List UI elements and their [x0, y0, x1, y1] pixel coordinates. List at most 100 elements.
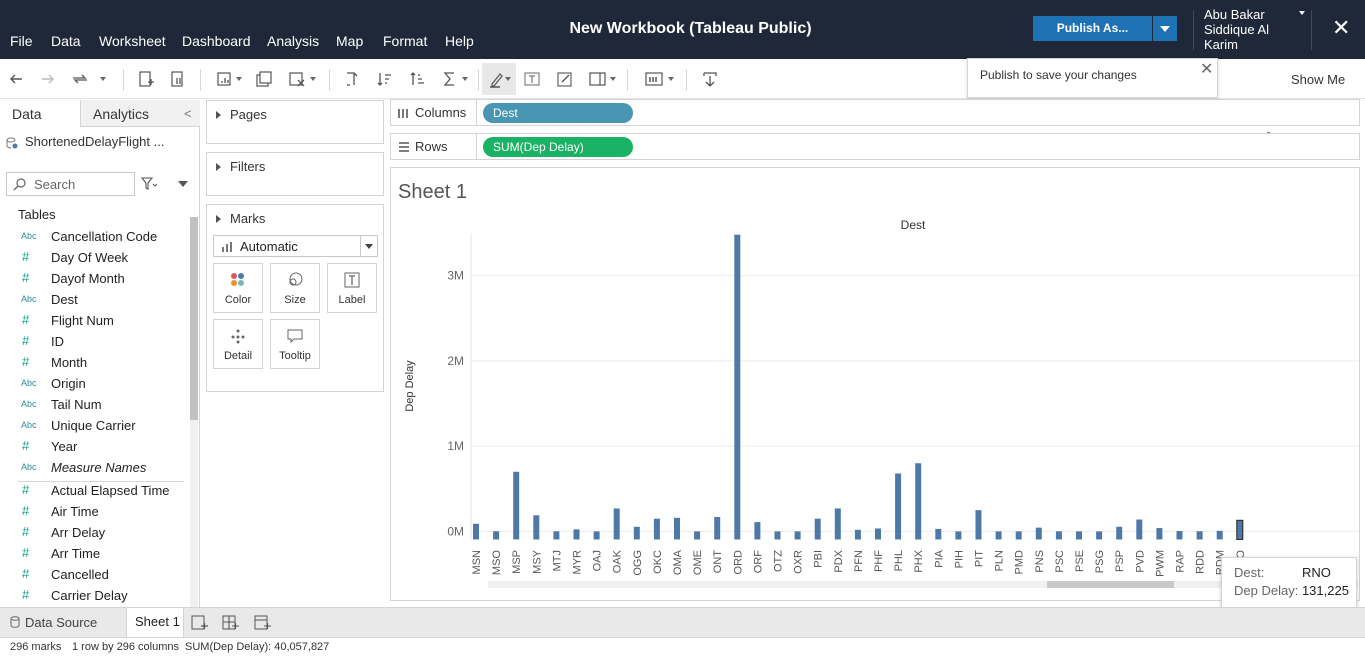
field-item[interactable]: # Arr Time [0, 545, 190, 565]
scrollbar-thumb[interactable] [190, 217, 198, 420]
field-item[interactable]: # Air Time [0, 503, 190, 523]
menu-map[interactable]: Map [336, 33, 364, 49]
field-item[interactable]: # Dayof Month [0, 270, 190, 290]
field-item[interactable]: # Cancelled [0, 566, 190, 586]
show-labels-icon[interactable] [522, 69, 542, 89]
bar [1015, 531, 1022, 540]
tab-analytics[interactable]: Analytics [80, 100, 200, 127]
menu-help[interactable]: Help [445, 33, 474, 49]
download-icon[interactable] [700, 69, 720, 89]
bar [1096, 531, 1103, 540]
field-item[interactable]: Abc Dest [0, 291, 190, 311]
label-button[interactable]: Label [327, 263, 377, 313]
chevron-down-icon[interactable] [310, 77, 316, 81]
new-worksheet-icon[interactable] [215, 69, 235, 89]
color-button[interactable]: Color [213, 263, 263, 313]
field-item[interactable]: # Flight Num [0, 312, 190, 332]
size-button[interactable]: Size [270, 263, 320, 313]
mark-type-select[interactable]: Automatic [213, 235, 378, 257]
menu-analysis[interactable]: Analysis [267, 33, 320, 49]
field-item[interactable]: # Month [0, 354, 190, 374]
menu-data[interactable]: Data [51, 33, 81, 49]
tab-sheet-1[interactable]: Sheet 1 [126, 608, 184, 637]
close-icon[interactable]: ✕ [1200, 61, 1214, 78]
close-icon[interactable]: ✕ [1332, 15, 1351, 40]
field-name: Actual Elapsed Time [51, 483, 170, 498]
chevron-down-icon[interactable] [668, 77, 674, 81]
dest-pill[interactable]: Dest [483, 103, 633, 123]
bar [1076, 531, 1082, 540]
highlight-icon[interactable] [487, 69, 507, 89]
show-me-button[interactable]: Show Me [1291, 72, 1346, 87]
undo-icon[interactable] [6, 69, 26, 89]
collapse-pane-icon[interactable]: < [184, 106, 192, 121]
sheet-title: Sheet 1 [398, 181, 467, 203]
columns-shelf[interactable]: Columns Dest [390, 99, 1360, 126]
tab-data-source[interactable]: Data Source [0, 608, 120, 637]
redo-icon[interactable] [38, 69, 58, 89]
field-item[interactable]: Abc Tail Num [0, 396, 190, 416]
chevron-right-icon[interactable] [216, 215, 221, 223]
swap-rows-columns-icon[interactable] [343, 69, 363, 89]
menu-dashboard[interactable]: Dashboard [182, 33, 251, 49]
chevron-down-icon[interactable] [100, 77, 106, 81]
x-tick-label: PBI [813, 550, 825, 568]
publish-dropdown-button[interactable] [1153, 16, 1177, 41]
new-datasource-icon[interactable] [136, 69, 156, 89]
field-item[interactable]: # Year [0, 438, 190, 458]
sum-dep-delay-pill[interactable]: SUM(Dep Delay) [483, 137, 633, 157]
chevron-down-icon[interactable] [1299, 11, 1305, 15]
bar [814, 518, 821, 540]
menu-file[interactable]: File [10, 33, 33, 49]
sort-ascending-icon[interactable] [375, 69, 395, 89]
field-item[interactable]: # Actual Elapsed Time [0, 482, 190, 502]
sheet-tabs-bar: Data Source Sheet 1 [0, 607, 1365, 637]
chevron-down-icon[interactable] [610, 77, 616, 81]
chevron-right-icon[interactable] [216, 111, 221, 119]
search-input[interactable]: Search [6, 172, 135, 196]
new-story-icon[interactable] [254, 614, 272, 632]
marks-card: Marks Automatic Color Size Label Detail [206, 204, 384, 392]
field-item[interactable]: # Day Of Week [0, 249, 190, 269]
field-item[interactable]: Abc Cancellation Code [0, 228, 190, 248]
field-item[interactable]: Abc Unique Carrier [0, 417, 190, 437]
menu-format[interactable]: Format [383, 33, 428, 49]
duplicate-sheet-icon[interactable] [254, 69, 274, 89]
tab-data[interactable]: Data [0, 100, 80, 127]
replay-icon[interactable] [70, 69, 90, 89]
clear-sheet-icon[interactable] [287, 69, 307, 89]
filter-icon[interactable] [140, 177, 158, 191]
field-item[interactable]: Abc Measure Names [0, 459, 190, 479]
menu-worksheet[interactable]: Worksheet [99, 33, 166, 49]
detail-button[interactable]: Detail [213, 319, 263, 369]
fit-icon[interactable] [588, 69, 608, 89]
pause-updates-icon[interactable] [168, 69, 188, 89]
chevron-down-icon[interactable] [236, 77, 242, 81]
chevron-down-icon[interactable] [360, 236, 378, 256]
worksheet-view: Sheet 1 Dest 0M 1M 2M 3M Dep Delay MSN MSO MSP MS… [390, 167, 1360, 601]
bar [975, 510, 982, 540]
bar [473, 523, 479, 540]
publish-as-button[interactable]: Publish As... [1033, 16, 1152, 41]
chevron-down-icon[interactable] [178, 181, 188, 187]
user-name[interactable]: Abu Bakar Siddique Al Karim [1204, 7, 1270, 52]
tooltip-button[interactable]: Tooltip [270, 319, 320, 369]
totals-icon[interactable] [440, 69, 460, 89]
rows-shelf[interactable]: Rows SUM(Dep Delay) [390, 133, 1360, 160]
pages-card: Pages [206, 100, 384, 144]
field-item[interactable]: # Arr Delay [0, 524, 190, 544]
field-item[interactable]: # Carrier Delay [0, 587, 190, 607]
datasource-name[interactable]: ShortenedDelayFlight ... [25, 134, 165, 149]
chevron-down-icon[interactable] [462, 77, 468, 81]
new-dashboard-icon[interactable] [222, 614, 240, 632]
sort-descending-icon[interactable] [408, 69, 428, 89]
field-item[interactable]: Abc Origin [0, 375, 190, 395]
new-worksheet-icon[interactable] [191, 614, 209, 632]
bar-chart: Dest 0M 1M 2M 3M Dep Delay MSN MSO MSP MSY MTJ MYR O… [404, 218, 1359, 588]
field-name: Dayof Month [51, 271, 125, 286]
chevron-down-icon[interactable] [505, 77, 511, 81]
presentation-mode-icon[interactable] [644, 69, 664, 89]
format-workbook-icon[interactable] [555, 69, 575, 89]
chevron-right-icon[interactable] [216, 163, 221, 171]
field-item[interactable]: # ID [0, 333, 190, 353]
